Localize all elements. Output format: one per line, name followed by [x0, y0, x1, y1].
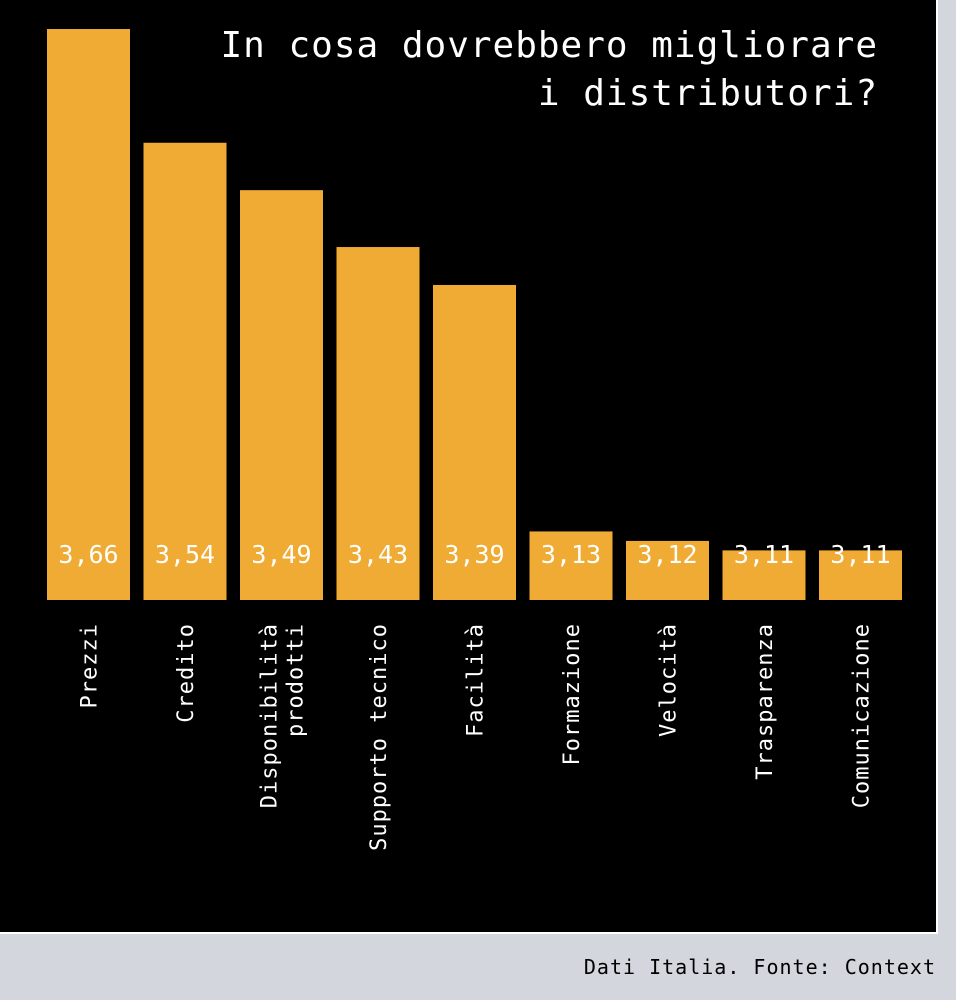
bar-0 — [47, 29, 130, 600]
bar-7 — [722, 550, 806, 600]
value-label-6: 3,12 — [637, 540, 697, 569]
value-label-2: 3,49 — [251, 540, 311, 569]
category-label-5: Formazione — [560, 623, 585, 765]
bar-8 — [819, 550, 902, 600]
category-label-line: Formazione — [560, 623, 585, 765]
category-label-line: Comunicazione — [850, 623, 875, 808]
value-label-0: 3,66 — [58, 540, 118, 569]
category-label-0: Prezzi — [78, 623, 103, 708]
chart-title-line-2: i distributori? — [537, 73, 878, 114]
category-label-8: Comunicazione — [850, 623, 875, 808]
bar-5 — [529, 531, 613, 600]
value-label-8: 3,11 — [830, 540, 890, 569]
category-label-6: Velocità — [657, 623, 682, 737]
bar-4 — [433, 284, 516, 600]
bar-6 — [626, 540, 709, 600]
category-label-line: Credito — [174, 623, 199, 723]
category-label-line: Supporto tecnico — [367, 623, 392, 851]
value-label-7: 3,11 — [734, 540, 794, 569]
bar-1 — [143, 142, 227, 600]
value-label-5: 3,13 — [541, 540, 601, 569]
chart-title: In cosa dovrebbero migliorare i distribu… — [178, 22, 878, 118]
bar-3 — [336, 247, 420, 601]
value-label-4: 3,39 — [444, 540, 504, 569]
chart-title-line-1: In cosa dovrebbero migliorare — [220, 25, 878, 66]
category-label-line: prodotti — [284, 623, 309, 737]
category-label-3: Supporto tecnico — [367, 623, 392, 851]
value-label-1: 3,54 — [155, 540, 215, 569]
category-label-7: Trasparenza — [753, 623, 778, 780]
value-label-3: 3,43 — [348, 540, 408, 569]
category-label-1: Credito — [174, 623, 199, 723]
category-label-line: Facilità — [464, 623, 489, 737]
category-label-line: Prezzi — [78, 623, 103, 708]
source-note: Dati Italia. Fonte: Context — [583, 955, 936, 979]
bar-2 — [240, 190, 323, 600]
chart-panel: In cosa dovrebbero migliorare i distribu… — [0, 0, 938, 934]
category-label-4: Facilità — [464, 623, 489, 737]
category-label-line: Trasparenza — [753, 623, 778, 780]
category-label-2: Disponibilitàprodotti — [258, 623, 309, 808]
bar-chart: 3,66 Prezzi 3,54 Credito 3,49 Disponibilitàpr… — [47, 29, 902, 851]
category-label-line: Disponibilità — [258, 623, 283, 808]
category-label-line: Velocità — [657, 623, 682, 737]
